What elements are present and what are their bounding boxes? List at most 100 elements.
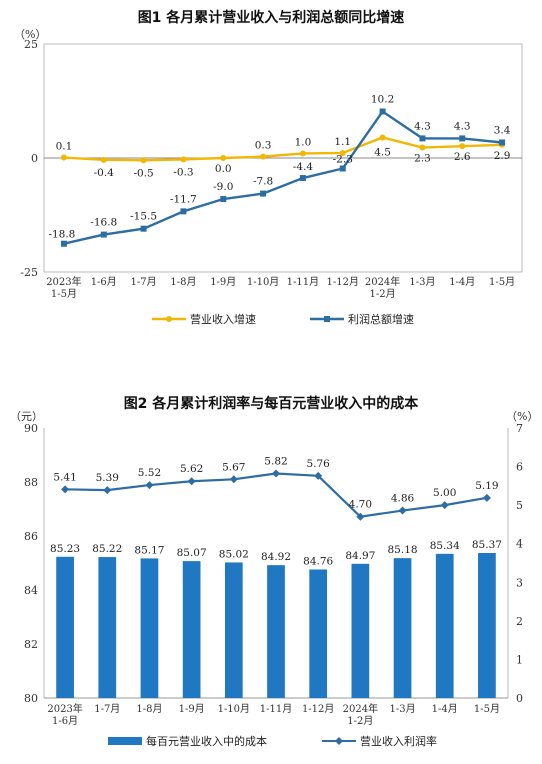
chart2-x-tick: 2023年 bbox=[47, 702, 82, 715]
chart1-x-tick: 1-7月 bbox=[131, 276, 157, 288]
revenue-growth-point bbox=[100, 156, 107, 163]
chart2-right-tick: 6 bbox=[516, 461, 523, 474]
chart2-x-tick: 1-11月 bbox=[260, 703, 292, 715]
chart2-x-tick: 1-4月 bbox=[432, 703, 458, 715]
profit-growth-label: 4.3 bbox=[454, 120, 471, 132]
profit-growth-point bbox=[419, 135, 426, 142]
profit-margin-label: 5.67 bbox=[222, 461, 245, 473]
cost-bar bbox=[98, 557, 117, 698]
cost-bar bbox=[140, 558, 159, 698]
chart2-right-tick: 2 bbox=[516, 615, 523, 628]
chart2-right-tick: 4 bbox=[516, 538, 523, 551]
profit-growth-label: -15.5 bbox=[130, 211, 157, 223]
chart2-x-tick: 1-9月 bbox=[179, 703, 205, 715]
chart2-right-ticks: 7 6 5 4 3 2 1 0 bbox=[516, 422, 523, 705]
chart1-x-tick: 1-3月 bbox=[409, 276, 435, 288]
chart2-right-unit: （%） bbox=[506, 410, 538, 423]
profit-growth-label: -16.8 bbox=[90, 217, 117, 229]
revenue-growth-point bbox=[60, 154, 67, 161]
cost-bar bbox=[478, 553, 496, 698]
chart2-x-tick: 1-10月 bbox=[218, 703, 250, 715]
profit-margin-line bbox=[65, 472, 488, 518]
profit-margin-label: 5.52 bbox=[138, 467, 161, 479]
cost-bar bbox=[224, 562, 243, 698]
legend-label-profit: 利润总额增速 bbox=[348, 312, 414, 326]
chart1-x-tick: 1-5月 bbox=[51, 288, 77, 300]
chart1-title: 图1 各月累计营业收入与利润总额同比增速 bbox=[138, 9, 405, 26]
chart2-line-labels: 5.41 5.39 5.52 5.62 5.67 5.82 5.76 4.70 4.86 5.00… bbox=[53, 456, 498, 511]
legend-label-margin: 营业收入利润率 bbox=[360, 734, 437, 748]
chart2-x-tick: 1-8月 bbox=[136, 703, 162, 715]
cost-bar-label: 85.02 bbox=[219, 548, 249, 560]
profit-growth-label: -9.0 bbox=[213, 181, 233, 193]
chart2-line bbox=[61, 469, 491, 521]
cost-bar bbox=[393, 558, 412, 698]
legend-label-cost: 每百元营业收入中的成本 bbox=[146, 734, 267, 748]
profit-growth-point bbox=[299, 175, 306, 182]
profit-growth-point bbox=[260, 190, 267, 197]
profit-margin-point bbox=[103, 486, 112, 495]
revenue-growth-line bbox=[63, 136, 503, 162]
chart2-left-tick: 90 bbox=[24, 422, 38, 435]
cost-bar-label: 84.92 bbox=[261, 551, 291, 563]
revenue-growth-label: 2.9 bbox=[494, 150, 511, 162]
revenue-growth-label: 2.3 bbox=[414, 153, 431, 165]
chart1-y-tick: 0 bbox=[31, 152, 38, 165]
chart2-x-tick: 1-2月 bbox=[347, 715, 373, 727]
cost-bar-label: 85.37 bbox=[472, 539, 502, 551]
chart1-x-tick: 1-6月 bbox=[91, 276, 117, 288]
chart2-x-tick: 2024年 bbox=[343, 702, 378, 715]
cost-bar-label: 85.07 bbox=[177, 547, 207, 559]
chart2-left-ticks: 90 88 86 84 82 80 bbox=[24, 422, 38, 705]
profit-margin-point bbox=[145, 481, 154, 490]
cost-bar bbox=[182, 561, 201, 698]
profit-margin-point bbox=[398, 506, 407, 515]
chart1-x-tick: 1-10月 bbox=[247, 276, 279, 288]
cost-bar-label: 85.23 bbox=[50, 543, 80, 555]
revenue-growth-label: -0.5 bbox=[133, 167, 153, 179]
profit-growth-point bbox=[60, 240, 67, 247]
profit-margin-point bbox=[482, 493, 491, 502]
revenue-growth-point bbox=[260, 153, 267, 160]
chart2-left-tick: 80 bbox=[24, 692, 38, 705]
profit-margin-label: 5.41 bbox=[53, 471, 76, 483]
chart1-x-tick: 1-8月 bbox=[170, 276, 196, 288]
legend-swatch-cost bbox=[108, 737, 142, 745]
cost-bar-label: 85.34 bbox=[430, 540, 460, 552]
revenue-growth-label: 1.0 bbox=[295, 136, 312, 148]
chart2-x-tick: 1-6月 bbox=[52, 715, 78, 727]
chart2-bar-labels: 85.23 85.22 85.17 85.07 85.02 84.92 84.76 84.97… bbox=[50, 539, 502, 567]
chart2-right-tick: 1 bbox=[516, 653, 523, 666]
profit-growth-point bbox=[100, 231, 107, 238]
profit-margin-point bbox=[356, 512, 365, 521]
profit-growth-label: -4.4 bbox=[293, 161, 314, 173]
chart2-left-tick: 84 bbox=[24, 584, 38, 597]
chart2-x-tick: 1-7月 bbox=[94, 703, 120, 715]
profit-margin-point bbox=[440, 501, 449, 510]
chart1-x-tick: 1-9月 bbox=[210, 276, 236, 288]
cost-bar bbox=[351, 563, 370, 698]
chart1-y-unit: （%） bbox=[14, 28, 46, 41]
profit-growth-label: -18.8 bbox=[48, 229, 75, 241]
profit-growth-point bbox=[140, 225, 147, 232]
profit-growth-label: 10.2 bbox=[371, 93, 394, 105]
profit-growth-point bbox=[339, 165, 346, 172]
revenue-growth-label: 0.0 bbox=[215, 163, 232, 175]
chart2-right-tick: 5 bbox=[516, 499, 523, 512]
profit-margin-point bbox=[272, 469, 280, 478]
profit-growth-label: 3.4 bbox=[494, 124, 511, 136]
profit-growth-line bbox=[63, 109, 503, 245]
cost-bar-label: 84.97 bbox=[345, 550, 375, 562]
cost-bar bbox=[56, 556, 74, 698]
revenue-growth-label: 1.1 bbox=[334, 136, 351, 148]
chart2-left-tick: 88 bbox=[24, 476, 38, 489]
revenue-growth-point bbox=[459, 143, 466, 150]
cost-bar-label: 84.76 bbox=[303, 555, 333, 567]
chart2-x-tick: 1-5月 bbox=[474, 703, 500, 715]
profit-margin-point bbox=[61, 485, 70, 494]
profit-margin-label: 5.82 bbox=[264, 456, 287, 468]
cost-bar bbox=[267, 565, 285, 698]
